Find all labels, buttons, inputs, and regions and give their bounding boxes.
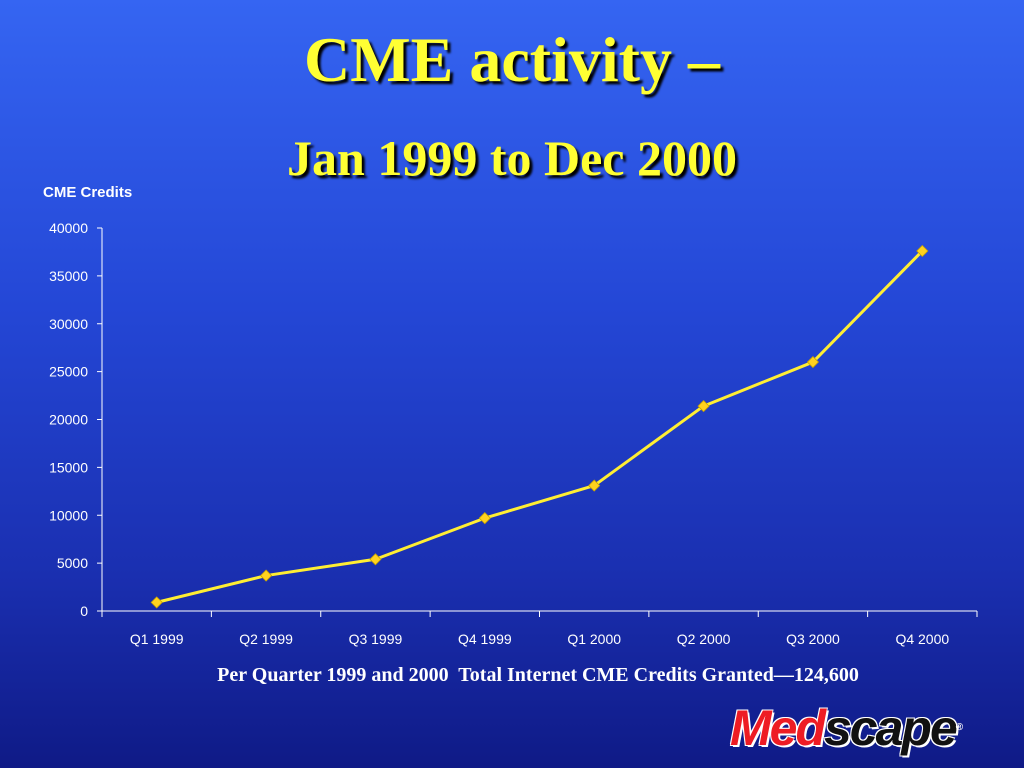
x-tick-label: Q4 2000 [895,631,949,647]
y-tick-label: 40000 [49,220,88,236]
y-tick-label: 5000 [57,555,88,571]
y-tick-label: 0 [80,603,88,619]
y-tick-label: 10000 [49,507,88,523]
logo-med-text: Med [730,700,826,756]
chart-caption: Per Quarter 1999 and 2000 Total Internet… [217,664,859,686]
slide-subtitle: Jan 1999 to Dec 2000 [287,130,737,186]
x-tick-label: Q3 2000 [786,631,840,647]
x-tick-label: Q1 2000 [567,631,621,647]
x-tick-label: Q1 1999 [130,631,184,647]
data-point-marker [369,553,382,566]
x-tick-label: Q3 1999 [349,631,403,647]
registered-mark-icon: ® [955,722,964,733]
y-tick-label: 20000 [49,412,88,428]
data-point-marker [916,244,929,258]
data-point-marker [478,512,491,525]
series-line [156,249,924,604]
x-tick-label: Q2 1999 [239,631,293,647]
y-axis-title: CME Credits [43,184,132,201]
data-point-marker [150,596,163,609]
x-tick-label: Q4 1999 [458,631,512,647]
x-tick-label: Q2 2000 [677,631,731,647]
data-point-marker [259,569,273,582]
data-point-marker [588,479,601,492]
y-tick-label: 15000 [49,459,88,475]
y-tick-label: 30000 [49,316,88,332]
medscape-logo: Medscape® [730,700,1000,756]
line-chart: CME Credits 0 5000 10000 15000 20000 25000 3000… [43,184,949,647]
y-tick-label: 35000 [49,268,88,284]
data-point-marker [697,400,710,413]
data-point-marker [806,355,820,369]
y-tick-label: 25000 [49,364,88,380]
slide-title: CME activity – [304,24,720,95]
logo-scape-text: scape [824,700,958,756]
